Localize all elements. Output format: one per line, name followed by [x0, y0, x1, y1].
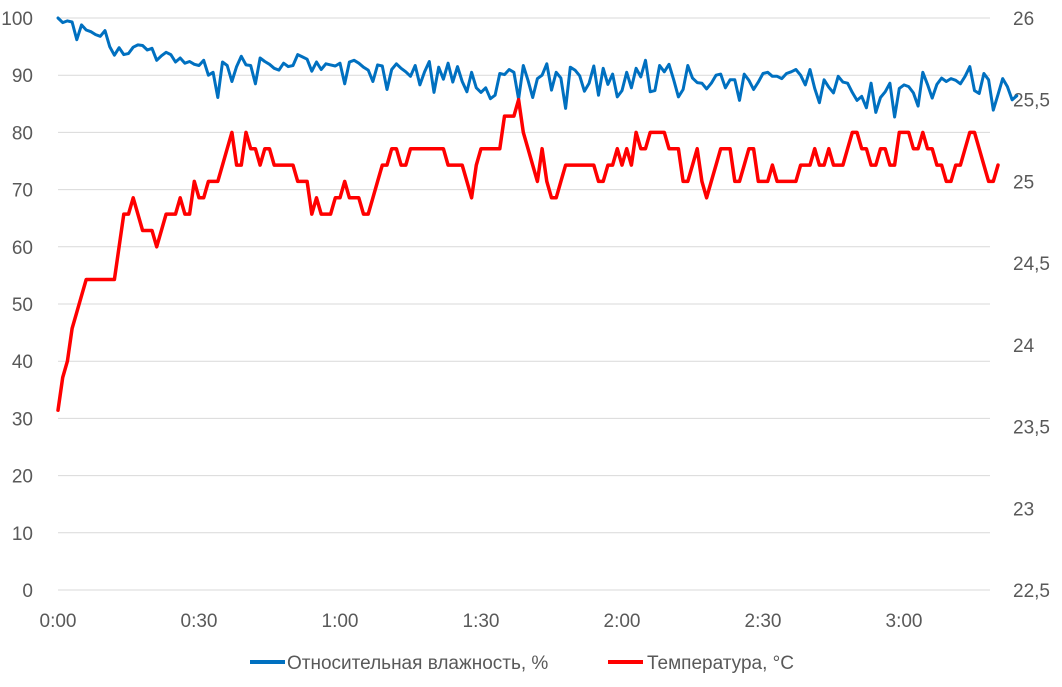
right-tick-label: 25: [1013, 172, 1034, 193]
legend-label-humidity: Относительная влажность, %: [287, 653, 548, 674]
humidity-series-line: [56, 16, 1019, 119]
left-tick-label: 60: [12, 238, 33, 259]
right-tick-label: 26: [1013, 9, 1034, 30]
left-tick-label: 100: [1, 9, 33, 30]
left-tick-label: 30: [12, 409, 33, 430]
right-y-axis: 22,5 23 23,5 24 24,5 25 25,5 26: [1013, 9, 1050, 602]
x-tick-label: 1:30: [463, 611, 500, 632]
x-axis: 0:00 0:30 1:00 1:30 2:00 2:30 3:00: [40, 611, 923, 632]
right-tick-label: 23,5: [1013, 418, 1050, 439]
left-tick-label: 70: [12, 181, 33, 202]
right-tick-label: 25,5: [1013, 91, 1050, 112]
x-tick-label: 2:00: [604, 611, 641, 632]
right-tick-label: 22,5: [1013, 581, 1050, 602]
left-tick-label: 0: [22, 581, 33, 602]
left-tick-label: 10: [12, 524, 33, 545]
right-tick-label: 23: [1013, 499, 1034, 520]
series-layer: [56, 16, 1019, 412]
left-tick-label: 90: [12, 66, 33, 87]
legend: Относительная влажность, % Температура, …: [250, 653, 794, 674]
right-tick-label: 24: [1013, 336, 1035, 357]
left-tick-label: 50: [12, 295, 33, 316]
legend-label-temperature: Температура, °C: [647, 653, 794, 674]
temperature-series-line: [56, 97, 1000, 412]
x-tick-label: 2:30: [745, 611, 782, 632]
left-y-axis: 0 10 20 30 40 50 60 70 80 90 100: [1, 9, 33, 602]
grid: [58, 17, 990, 591]
left-tick-label: 80: [12, 123, 33, 144]
x-tick-label: 1:00: [322, 611, 359, 632]
left-tick-label: 20: [12, 467, 33, 488]
right-tick-label: 24,5: [1013, 254, 1050, 275]
x-tick-label: 0:00: [40, 611, 77, 632]
left-tick-label: 40: [12, 352, 33, 373]
x-tick-label: 0:30: [181, 611, 218, 632]
x-tick-label: 3:00: [886, 611, 923, 632]
